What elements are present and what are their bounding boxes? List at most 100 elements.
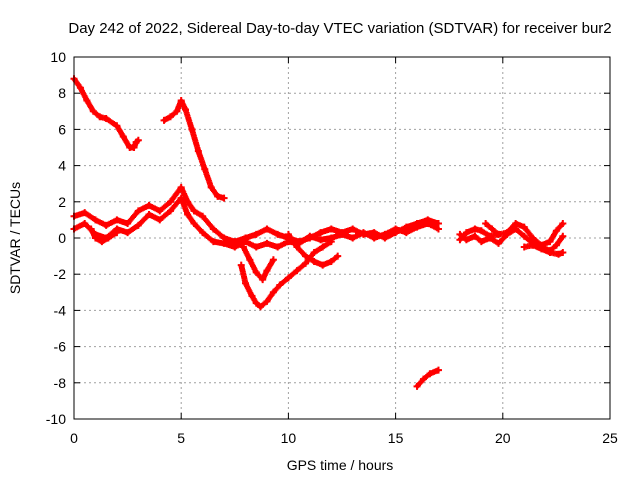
data-point (503, 229, 511, 237)
data-point (173, 107, 181, 115)
data-point (124, 229, 132, 237)
data-point (134, 136, 142, 144)
data-point (242, 279, 250, 287)
data-point (199, 212, 207, 220)
x-tick-label: 5 (177, 430, 185, 446)
data-point (209, 238, 217, 246)
data-point (263, 267, 271, 275)
data-point (242, 238, 250, 246)
y-tick-label: -6 (54, 339, 67, 355)
data-point (113, 122, 121, 130)
series-marks (161, 97, 228, 202)
data-point (184, 210, 192, 218)
data-point (552, 227, 560, 235)
data-point (317, 236, 325, 244)
data-point (529, 234, 537, 242)
data-point (252, 299, 260, 307)
data-point (98, 238, 106, 246)
data-point (546, 248, 554, 256)
data-point (96, 113, 104, 121)
data-point (462, 236, 470, 244)
x-tick-label: 10 (281, 430, 297, 446)
data-point (194, 147, 202, 155)
x-tick-label: 20 (495, 430, 511, 446)
data-point (177, 194, 185, 202)
data-point (349, 234, 357, 242)
data-point (156, 216, 164, 224)
data-point (145, 201, 153, 209)
data-point (419, 375, 427, 383)
data-marks (70, 75, 567, 390)
data-point (89, 107, 97, 115)
data-point (156, 207, 164, 215)
data-point (434, 366, 442, 374)
data-point (284, 230, 292, 238)
data-point (130, 144, 138, 151)
y-tick-label: -10 (46, 411, 66, 427)
data-point (269, 288, 277, 296)
data-point (546, 238, 554, 246)
data-point (559, 232, 567, 240)
data-point (319, 261, 327, 269)
data-point (559, 220, 567, 228)
series-track-1 (70, 75, 142, 151)
data-point (252, 243, 260, 251)
data-point (392, 225, 400, 233)
y-tick-label: -4 (54, 302, 67, 318)
data-point (257, 303, 265, 311)
data-point (102, 115, 110, 123)
data-point (76, 84, 84, 92)
data-point (319, 243, 327, 251)
data-point (237, 261, 245, 269)
data-point (263, 239, 271, 247)
data-point (327, 258, 335, 266)
data-point (293, 267, 301, 275)
data-point (145, 210, 153, 218)
x-tick-label: 15 (388, 430, 404, 446)
data-point (124, 220, 132, 228)
data-point (327, 238, 335, 246)
data-point (495, 230, 503, 238)
data-point (327, 225, 335, 233)
series-track-5 (87, 225, 121, 246)
data-point (231, 243, 239, 251)
data-point (317, 229, 325, 237)
y-tick-label: 10 (50, 49, 66, 65)
data-point (199, 229, 207, 237)
data-point (359, 229, 367, 237)
data-point (239, 243, 247, 251)
data-point (456, 236, 464, 244)
data-point (520, 243, 528, 251)
data-point (166, 198, 174, 206)
data-point (259, 276, 267, 284)
data-point (471, 232, 479, 240)
data-point (293, 243, 301, 251)
y-axis-label: SDTVAR / TECUs (7, 182, 23, 294)
series-track-12 (482, 220, 503, 238)
data-point (512, 220, 520, 228)
data-point (220, 194, 228, 202)
data-point (83, 96, 91, 104)
x-tick-label: 0 (70, 430, 78, 446)
data-point (434, 225, 442, 233)
data-point (310, 248, 318, 256)
data-point (134, 207, 142, 215)
data-point (209, 225, 217, 233)
data-point (248, 292, 256, 300)
data-point (177, 96, 185, 104)
data-point (252, 230, 260, 238)
data-point (310, 258, 318, 266)
data-point (334, 252, 342, 260)
data-point (104, 234, 112, 242)
series-track-9 (413, 366, 442, 390)
data-point (113, 216, 121, 224)
data-point (306, 232, 314, 240)
data-point (276, 281, 284, 289)
series-track-7 (239, 243, 277, 284)
series-track-2 (160, 96, 228, 202)
data-point (520, 223, 528, 231)
y-tick-label: 4 (58, 158, 66, 174)
data-point (190, 207, 198, 215)
